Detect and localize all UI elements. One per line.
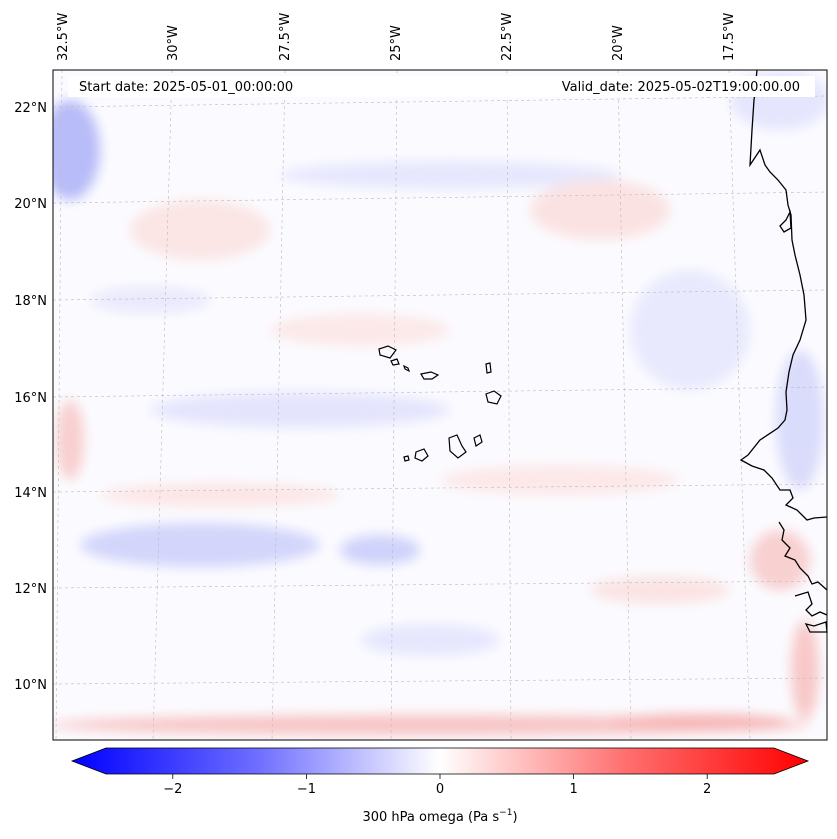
omega-blue-patch bbox=[80, 523, 320, 567]
omega-red-patch bbox=[530, 180, 670, 240]
lon-label-27-5w: 27.5°W bbox=[278, 13, 293, 61]
graticule bbox=[52, 69, 828, 741]
lat-label-10n: 10°N bbox=[14, 678, 47, 693]
colorbar-label-exponent: −1 bbox=[499, 808, 512, 818]
omega-field bbox=[53, 70, 827, 735]
longitude-gridline bbox=[55, 69, 63, 741]
colorbar: −2 −1 0 1 2 300 hPa omega (Pa s−1) bbox=[70, 747, 810, 825]
latitude-axis-labels: 22°N 20°N 18°N 16°N 14°N 12°N 10°N bbox=[14, 101, 47, 693]
island-santa-luzia bbox=[402, 364, 411, 373]
lat-label-14n: 14°N bbox=[14, 486, 47, 501]
omega-red-patch bbox=[130, 200, 270, 260]
longitude-gridline bbox=[506, 69, 512, 741]
island-sal bbox=[485, 362, 492, 374]
colorbar-ticks: −2 −1 0 1 2 bbox=[163, 774, 711, 797]
longitude-gridline bbox=[152, 69, 173, 741]
omega-blue-patch bbox=[90, 286, 210, 314]
island-maio bbox=[473, 434, 483, 447]
omega-blue-patch bbox=[150, 392, 450, 428]
valid-date-label: Valid_date: 2025-05-02T19:00:00.00 bbox=[562, 80, 800, 95]
omega-red-patch bbox=[750, 530, 810, 590]
lat-label-16n: 16°N bbox=[14, 391, 47, 406]
island-boa-vista bbox=[485, 390, 502, 405]
omega-blue-patch bbox=[776, 350, 824, 490]
lon-label-20w: 20°W bbox=[611, 25, 626, 61]
lon-label-30w: 30°W bbox=[166, 25, 181, 61]
lon-label-22-5w: 22.5°W bbox=[500, 13, 515, 61]
guinea-coast bbox=[794, 591, 828, 617]
cape-verde-islands bbox=[378, 345, 502, 462]
colorbar-tick-label: −2 bbox=[163, 782, 182, 797]
west-africa-coast bbox=[739, 69, 828, 521]
longitude-gridline bbox=[390, 69, 398, 741]
longitude-gridline bbox=[271, 69, 286, 741]
omega-blue-patch bbox=[360, 624, 500, 656]
colorbar-bar bbox=[70, 747, 810, 775]
omega-blue-patch bbox=[53, 100, 100, 200]
start-date-label: Start date: 2025-05-01_00:00:00 bbox=[79, 80, 293, 95]
guinea-bissau-coast bbox=[778, 521, 828, 591]
lon-label-17-5w: 17.5°W bbox=[722, 13, 737, 61]
longitude-gridline bbox=[617, 69, 632, 741]
colorbar-tick-label: 0 bbox=[436, 782, 444, 797]
colorbar-tick-label: 1 bbox=[569, 782, 577, 797]
colorbar-tick-label: −1 bbox=[297, 782, 316, 797]
longitude-gridline bbox=[728, 69, 751, 741]
longitude-axis-labels: 32.5°W 30°W 27.5°W 25°W 22.5°W 20°W 17.5… bbox=[56, 13, 737, 61]
omega-red-patch bbox=[590, 576, 730, 604]
colorbar-tick-label: 2 bbox=[703, 782, 711, 797]
colorbar-label-suffix: ) bbox=[512, 810, 517, 825]
lat-label-20n: 20°N bbox=[14, 197, 47, 212]
omega-blue-patch bbox=[630, 270, 750, 390]
map-frame bbox=[52, 69, 828, 741]
lat-label-22n: 22°N bbox=[14, 101, 47, 116]
island-santiago bbox=[448, 434, 467, 459]
omega-red-patch bbox=[440, 465, 680, 495]
lat-label-12n: 12°N bbox=[14, 582, 47, 597]
map-panel: Start date: 2025-05-01_00:00:00 Valid_da… bbox=[52, 69, 828, 741]
omega-red-patch bbox=[610, 714, 790, 730]
island-brava bbox=[403, 455, 410, 462]
lon-label-32-5w: 32.5°W bbox=[56, 13, 71, 61]
colorbar-label-prefix: 300 hPa omega (Pa s bbox=[362, 810, 499, 825]
omega-blue-patch bbox=[280, 161, 620, 189]
island-sao-vicente bbox=[390, 358, 400, 366]
island-sao-nicolau bbox=[420, 371, 440, 380]
date-label-background bbox=[68, 76, 815, 97]
lon-label-25w: 25°W bbox=[389, 25, 404, 61]
island-fogo bbox=[414, 448, 429, 462]
omega-red-patch bbox=[270, 314, 450, 346]
omega-red-patch bbox=[100, 483, 340, 507]
colorbar-label: 300 hPa omega (Pa s−1) bbox=[362, 808, 517, 825]
banc-d-arguin bbox=[779, 209, 792, 233]
lat-label-18n: 18°N bbox=[14, 294, 47, 309]
island-santo-antao bbox=[378, 345, 397, 359]
omega-red-patch bbox=[791, 620, 819, 720]
omega-blue-patch bbox=[340, 535, 420, 565]
omega-red-patch bbox=[56, 400, 84, 480]
